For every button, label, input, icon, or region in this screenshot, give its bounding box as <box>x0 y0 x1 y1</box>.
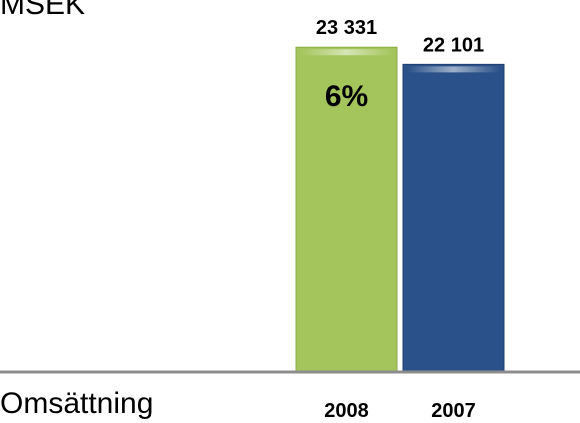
change-label: 6% <box>325 80 368 113</box>
bar-2007 <box>402 63 505 373</box>
bar-2008 <box>295 46 398 373</box>
value-label-2008: 23 331 <box>316 17 377 39</box>
tick-label-2007: 2007 <box>431 400 476 422</box>
value-label-2007: 22 101 <box>423 34 484 56</box>
unit-label: MSEK <box>0 0 86 21</box>
bar-highlight-2008 <box>300 49 393 56</box>
category-label: Omsättning <box>0 387 154 420</box>
tick-label-2008: 2008 <box>324 400 369 422</box>
bar-highlight-2007 <box>407 66 500 73</box>
